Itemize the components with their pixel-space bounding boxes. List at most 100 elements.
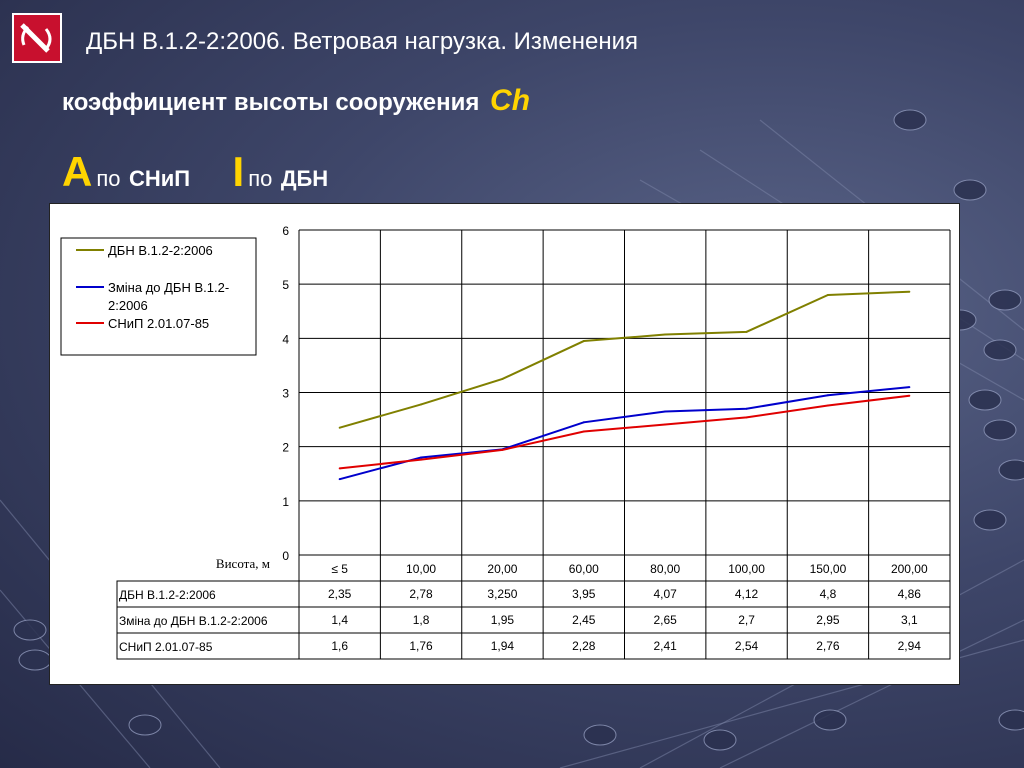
lattice-node bbox=[893, 109, 927, 131]
table-cell: 2,54 bbox=[735, 639, 759, 653]
x-tick-label: 60,00 bbox=[569, 562, 599, 576]
chart-frame: 0 1 2 3 4 5 6 ≤ 5 10,00 20,00 60,00 80,00 100,00 150,… bbox=[49, 203, 960, 685]
data-point bbox=[745, 330, 748, 333]
table-cell: 3,95 bbox=[572, 587, 596, 601]
table-cell: 2,95 bbox=[816, 613, 840, 627]
x-tick-label: 80,00 bbox=[650, 562, 680, 576]
x-tick-label: 10,00 bbox=[406, 562, 436, 576]
y-tick-label: 4 bbox=[282, 332, 289, 346]
x-tick-label: 150,00 bbox=[810, 562, 847, 576]
data-point bbox=[420, 403, 423, 406]
slide-title: ДБН В.1.2-2:2006. Ветровая нагрузка. Изм… bbox=[86, 28, 639, 55]
data-point bbox=[501, 377, 504, 380]
table-cell: 1,8 bbox=[413, 613, 430, 627]
x-tick-label: ≤ 5 bbox=[331, 562, 348, 576]
lattice-node bbox=[13, 619, 47, 641]
label-a-doc: СНиП bbox=[128, 166, 191, 191]
table-cell: 4,8 bbox=[820, 587, 837, 601]
lattice-node bbox=[968, 389, 1002, 411]
subtitle-text: коэффициент высоты сооружения bbox=[62, 89, 480, 116]
table-cell: 2,76 bbox=[816, 639, 840, 653]
data-point bbox=[826, 394, 829, 397]
lattice-node bbox=[973, 509, 1007, 531]
series-line-3 bbox=[339, 394, 910, 470]
line-chart: 0 1 2 3 4 5 6 ≤ 5 10,00 20,00 60,00 80,00 100,00 150,… bbox=[60, 224, 951, 660]
lattice-node bbox=[983, 419, 1017, 441]
lattice-node bbox=[583, 724, 617, 746]
data-point bbox=[826, 294, 829, 296]
table-cell: 2,78 bbox=[409, 587, 433, 601]
y-tick-label: 3 bbox=[282, 387, 289, 401]
data-point bbox=[664, 410, 667, 413]
table-cell: 2,35 bbox=[328, 587, 352, 601]
table-cell: 2,28 bbox=[572, 639, 596, 653]
table-cell: 2,7 bbox=[738, 613, 755, 627]
x-tick-label: 20,00 bbox=[487, 562, 517, 576]
y-tick-label: 6 bbox=[282, 224, 289, 238]
table-cell: 3,1 bbox=[901, 613, 918, 627]
legend-entry: СНиП 2.01.07-85 bbox=[108, 316, 209, 331]
table-cell: 4,12 bbox=[735, 587, 759, 601]
table-cell: 1,94 bbox=[491, 639, 515, 653]
table-row bbox=[116, 632, 951, 660]
lattice-node bbox=[983, 339, 1017, 361]
x-tick-label: 200,00 bbox=[891, 562, 928, 576]
data-point bbox=[908, 386, 911, 389]
subtitle-symbol: Ch bbox=[490, 84, 531, 117]
data-point bbox=[420, 458, 423, 461]
label-b-letter: І bbox=[232, 148, 245, 195]
lattice-node bbox=[988, 289, 1022, 311]
y-tick-label: 0 bbox=[282, 549, 289, 563]
logo-mark bbox=[20, 23, 52, 53]
table-row-label: ДБН В.1.2-2:2006 bbox=[119, 588, 216, 602]
logo bbox=[12, 13, 62, 63]
data-point bbox=[420, 456, 423, 459]
series-line-2 bbox=[339, 386, 910, 481]
data-point bbox=[582, 430, 585, 433]
data-point bbox=[501, 448, 504, 451]
table-cell: 3,250 bbox=[487, 587, 517, 601]
y-tick-label: 2 bbox=[282, 441, 289, 455]
legend-box bbox=[60, 237, 257, 356]
data-point bbox=[745, 407, 748, 410]
y-tick-label: 1 bbox=[282, 495, 289, 509]
table-cell: 2,41 bbox=[654, 639, 678, 653]
lattice-node bbox=[998, 459, 1024, 481]
label-a-letter: А bbox=[62, 148, 93, 195]
lattice-node bbox=[813, 709, 847, 731]
data-point bbox=[664, 423, 667, 426]
legend-entry: Зміна до ДБН В.1.2-2:2006 bbox=[108, 280, 229, 313]
table-cell: 2,94 bbox=[898, 639, 922, 653]
slide-subtitle: коэффициент высоты сооружения Ch bbox=[62, 84, 530, 118]
table-cell: 1,95 bbox=[491, 613, 515, 627]
lattice-node bbox=[998, 709, 1024, 731]
data-point bbox=[745, 416, 748, 419]
data-point bbox=[338, 478, 341, 481]
data-point bbox=[582, 421, 585, 424]
table-cell: 2,45 bbox=[572, 613, 596, 627]
table-row-label: Зміна до ДБН В.1.2-2:2006 bbox=[119, 614, 268, 628]
table-row-label: СНиП 2.01.07-85 bbox=[119, 640, 213, 654]
data-point bbox=[908, 394, 911, 397]
label-a-text: по bbox=[96, 166, 121, 191]
data-point bbox=[908, 290, 911, 293]
data-point bbox=[338, 467, 341, 470]
x-tick-label: 100,00 bbox=[728, 562, 765, 576]
table-cell: 2,65 bbox=[654, 613, 678, 627]
label-b-doc: ДБН bbox=[280, 166, 329, 191]
lattice-node bbox=[128, 714, 162, 736]
table-cell: 1,76 bbox=[409, 639, 433, 653]
lattice-node bbox=[18, 649, 52, 671]
legend-entry: ДБН В.1.2-2:2006 bbox=[108, 243, 213, 258]
label-b-text: по bbox=[248, 166, 273, 191]
lattice-node bbox=[953, 179, 987, 201]
lattice-node bbox=[703, 729, 737, 751]
table-cell: 1,6 bbox=[331, 639, 348, 653]
y-tick-label: 5 bbox=[282, 278, 289, 292]
table-cell: 4,07 bbox=[654, 587, 678, 601]
table-cell: 4,86 bbox=[898, 587, 922, 601]
data-point bbox=[582, 340, 585, 343]
x-axis-label: Висота, м bbox=[216, 556, 270, 571]
